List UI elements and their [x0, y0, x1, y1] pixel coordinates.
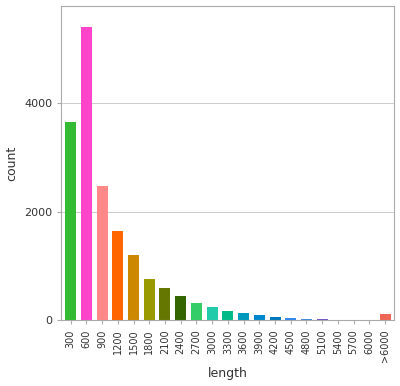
X-axis label: length: length	[208, 367, 248, 381]
Bar	[97, 186, 108, 320]
Bar	[191, 303, 202, 320]
Bar	[160, 288, 170, 320]
Bar	[207, 306, 218, 320]
Bar	[301, 318, 312, 320]
Bar	[65, 122, 76, 320]
Bar	[112, 231, 123, 320]
Y-axis label: count: count	[6, 145, 18, 181]
Bar	[175, 296, 186, 320]
Bar	[222, 311, 233, 320]
Bar	[270, 317, 280, 320]
Bar	[380, 314, 390, 320]
Bar	[254, 315, 265, 320]
Bar	[144, 279, 155, 320]
Bar	[128, 255, 139, 320]
Bar	[81, 27, 92, 320]
Bar	[285, 318, 296, 320]
Bar	[238, 313, 249, 320]
Bar	[317, 319, 328, 320]
